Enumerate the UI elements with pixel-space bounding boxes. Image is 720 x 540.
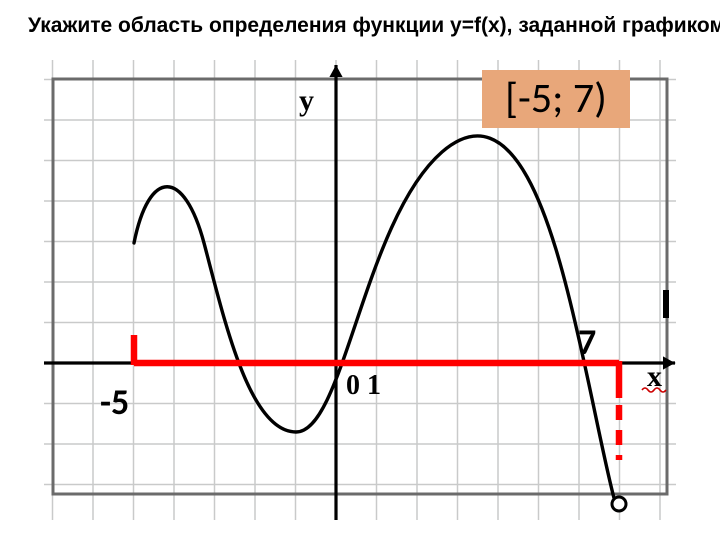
chart-area: y x 01 — [44, 60, 676, 520]
label-neg5: -5 — [100, 380, 129, 424]
x-axis-arrow — [663, 356, 675, 369]
plot-border — [53, 79, 667, 494]
title-prefix: Укажите область определения функции — [28, 14, 450, 37]
title-fn: y=f(x) — [450, 14, 507, 37]
open-endpoint — [612, 497, 626, 511]
axis-label-one: 1 — [367, 370, 381, 401]
answer-box: [-5; 7) — [482, 70, 630, 128]
grid — [44, 60, 676, 520]
label-7: 7 — [578, 320, 596, 364]
page-title: Укажите область определения функции y=f(… — [28, 14, 720, 38]
axis-label-y: y — [299, 84, 314, 117]
axis-label-zero: 0 — [346, 370, 360, 401]
chart-svg: y x 01 — [44, 60, 676, 520]
y-axis-arrow — [329, 65, 342, 77]
answer-text: [-5; 7) — [505, 73, 607, 124]
axis-label-x: x — [647, 360, 662, 393]
title-suffix: , заданной графиком — [507, 14, 720, 37]
